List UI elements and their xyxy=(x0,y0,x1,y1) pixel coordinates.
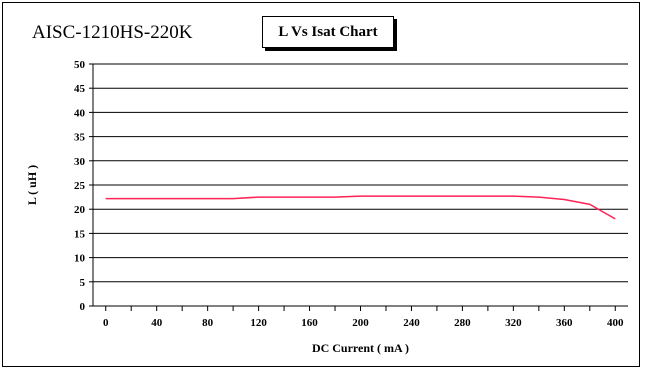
x-tick-label: 320 xyxy=(505,317,522,329)
part-number: AISC-1210HS-220K xyxy=(32,22,193,43)
x-tick-label: 360 xyxy=(556,317,573,329)
series-line xyxy=(105,195,616,220)
x-axis-label: DC Current ( mA ) xyxy=(312,341,409,355)
x-tick-label: 400 xyxy=(607,317,624,329)
x-tick-label: 0 xyxy=(103,317,109,329)
x-tick-label: 200 xyxy=(352,317,369,329)
y-tick-label: 30 xyxy=(74,156,86,168)
x-tick-label: 120 xyxy=(250,317,267,329)
y-tick-label: 20 xyxy=(74,204,86,216)
x-tick-label: 240 xyxy=(403,317,420,329)
y-tick-label: 35 xyxy=(74,132,86,144)
y-tick-label: 50 xyxy=(74,59,86,71)
y-tick-label: 5 xyxy=(80,277,86,289)
series-group xyxy=(105,195,616,220)
y-tick-label: 40 xyxy=(74,107,86,119)
x-axis-ticks: 0 40 80 120 160 200 240 280 320 360 400 xyxy=(103,306,624,329)
x-tick-label: 40 xyxy=(151,317,163,329)
y-axis-ticks: 0 5 10 15 20 25 30 35 40 45 50 xyxy=(74,59,93,313)
x-tick-label: 80 xyxy=(202,317,214,329)
x-tick-label: 160 xyxy=(301,317,318,329)
y-axis-label: L ( uH ) xyxy=(25,165,39,205)
y-tick-label: 45 xyxy=(74,83,86,95)
y-tick-label: 25 xyxy=(74,180,86,192)
y-tick-label: 15 xyxy=(74,228,86,240)
chart-title: L Vs Isat Chart xyxy=(262,16,394,48)
y-tick-label: 0 xyxy=(80,301,86,313)
y-tick-label: 10 xyxy=(74,253,86,265)
x-tick-label: 280 xyxy=(454,317,471,329)
grid-lines xyxy=(93,63,628,307)
